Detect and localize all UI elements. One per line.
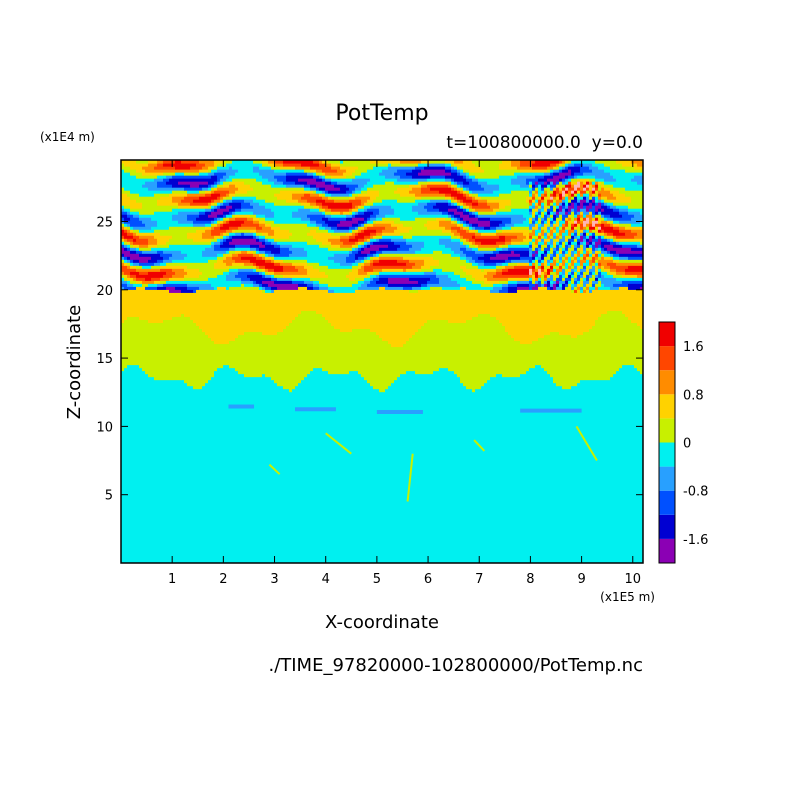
x-axis-ticks: 1 2 3 4 5 6 7 8 9 10 (168, 160, 641, 587)
x-tick-label: 6 (424, 572, 432, 587)
colorbar-swatch (659, 418, 675, 443)
colorbar-swatch (659, 538, 675, 563)
y-tick-label: 10 (96, 420, 113, 435)
chart-subtitle: t=100800000.0 y=0.0 (446, 133, 643, 153)
colorbar-swatch (659, 370, 675, 395)
x-tick-label: 3 (270, 572, 278, 587)
x-tick-label: 5 (373, 572, 381, 587)
x-tick-label: 8 (526, 572, 534, 587)
y-tick-label: 25 (96, 215, 113, 230)
colorbar-swatch (659, 394, 675, 419)
colorbar-swatch (659, 322, 675, 347)
y-axis-ticks: 5 10 15 20 25 (96, 215, 643, 504)
x-tick-label: 10 (624, 572, 641, 587)
colorbar-label: 0.8 (683, 388, 704, 403)
colorbar-swatch (659, 490, 675, 515)
colorbar: -1.6 -0.8 0 0.8 1.6 (658, 321, 708, 564)
x-tick-label: 4 (322, 572, 330, 587)
contour-field (121, 160, 643, 563)
x-tick-label: 9 (577, 572, 585, 587)
colorbar-label: 1.6 (683, 340, 704, 355)
colorbar-swatch (659, 346, 675, 371)
x-axis-label: X-coordinate (325, 612, 439, 633)
colorbar-label: -1.6 (683, 533, 708, 548)
colorbar-label: 0 (683, 437, 691, 452)
y-tick-label: 20 (96, 284, 113, 299)
plot-frame (120, 159, 644, 564)
colorbar-label: -0.8 (683, 485, 708, 500)
x-tick-label: 2 (219, 572, 227, 587)
x-unit-label: (x1E5 m) (600, 590, 655, 604)
colorbar-swatch (659, 514, 675, 539)
y-axis-label: Z-coordinate (64, 305, 85, 420)
chart-title: PotTemp (335, 101, 428, 126)
x-tick-label: 1 (168, 572, 176, 587)
colorbar-swatch (659, 442, 675, 467)
colorbar-swatch (659, 466, 675, 491)
y-unit-label: (x1E4 m) (40, 130, 95, 144)
footer-path: ./TIME_97820000-102800000/PotTemp.nc (268, 655, 643, 676)
y-tick-label: 15 (96, 352, 113, 367)
y-tick-label: 5 (105, 489, 113, 504)
x-tick-label: 7 (475, 572, 483, 587)
colorbar-frame (658, 321, 676, 564)
